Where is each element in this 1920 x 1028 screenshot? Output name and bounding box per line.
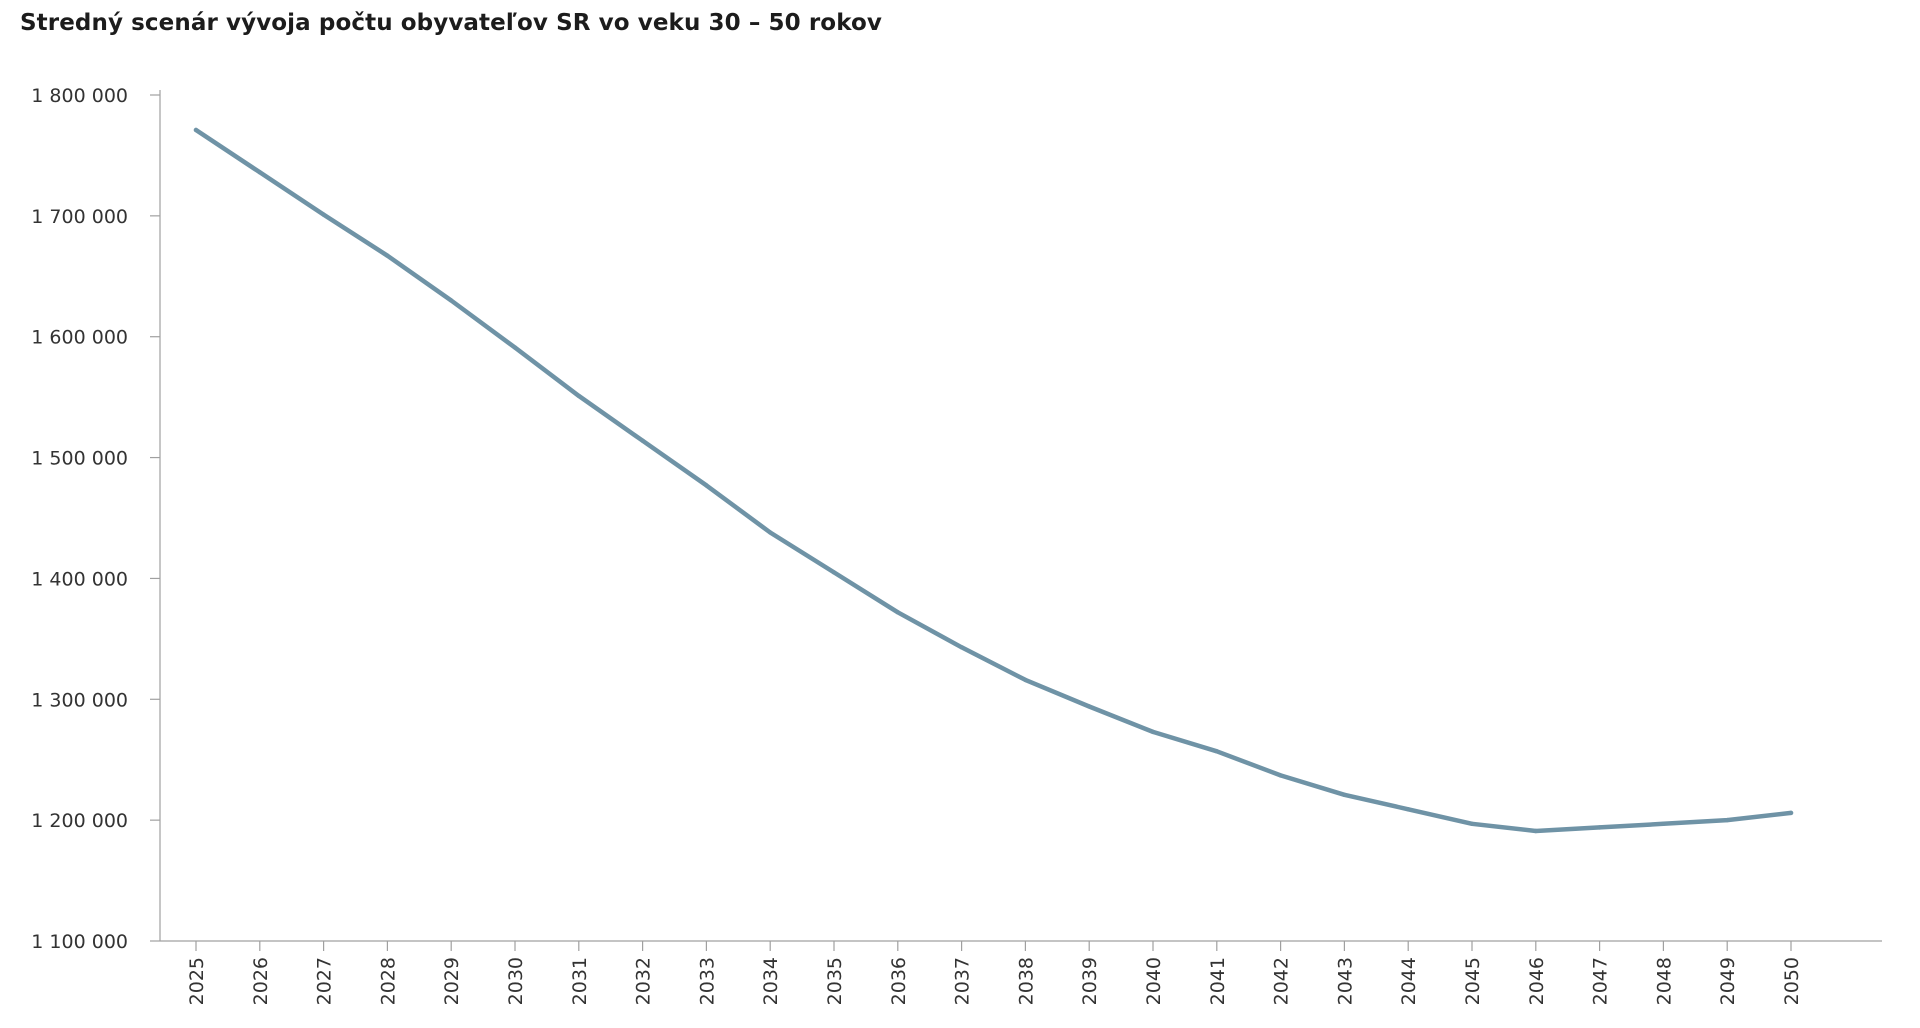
x-tick-label: 2033 <box>696 957 718 1005</box>
y-tick-label: 1 700 000 <box>31 206 128 228</box>
data-point <box>576 393 581 399</box>
x-tick-label: 2041 <box>1207 957 1229 1005</box>
data-point <box>895 610 900 615</box>
data-point <box>704 483 709 488</box>
data-point <box>1725 817 1730 823</box>
y-tick-label: 1 100 000 <box>31 931 128 953</box>
x-tick-label: 2049 <box>1717 957 1739 1005</box>
data-point <box>831 570 837 575</box>
data-point <box>512 345 518 350</box>
y-tick-label: 1 400 000 <box>31 568 128 590</box>
chart-axes <box>159 90 1882 942</box>
data-point <box>1597 825 1602 830</box>
y-tick-label: 1 300 000 <box>31 689 128 711</box>
data-point <box>640 438 645 443</box>
x-tick-label: 2025 <box>186 957 208 1005</box>
x-tick-label: 2028 <box>377 957 399 1005</box>
x-tick-label: 2040 <box>1143 957 1165 1005</box>
data-point <box>321 212 326 217</box>
y-tick-label: 1 200 000 <box>31 810 128 832</box>
x-tick-label: 2048 <box>1653 957 1675 1005</box>
x-tick-label: 2044 <box>1398 957 1420 1005</box>
y-tick-label: 1 500 000 <box>31 448 128 470</box>
data-point <box>193 127 199 133</box>
chart-title: Stredný scenár vývoja počtu obyvateľov S… <box>20 10 882 36</box>
x-tick-label: 2032 <box>633 957 655 1005</box>
y-tick-label: 1 600 000 <box>31 327 128 349</box>
x-tick-label: 2050 <box>1781 957 1803 1005</box>
data-point <box>959 645 964 650</box>
data-point <box>1533 828 1539 834</box>
x-tick-label: 2038 <box>1015 957 1037 1005</box>
x-tick-label: 2043 <box>1334 957 1356 1005</box>
series-line <box>193 127 1794 834</box>
x-tick-label: 2029 <box>441 957 463 1005</box>
x-tick-label: 2030 <box>505 957 527 1005</box>
data-point <box>1278 773 1283 778</box>
data-point <box>1214 749 1220 754</box>
x-tick-label: 2034 <box>760 957 782 1005</box>
x-tick-label: 2045 <box>1462 957 1484 1005</box>
data-point <box>449 298 454 303</box>
y-axis-ticks: 1 100 000 1 200 000 1 300 000 1 400 000 1 50… <box>31 85 160 953</box>
x-axis-ticks: 2025 2026 2027 2028 2029 2030 2031 2032 2033 2034… <box>186 941 1803 1005</box>
x-tick-label: 2047 <box>1590 957 1612 1005</box>
data-point <box>257 170 262 175</box>
data-point <box>1023 677 1028 683</box>
x-tick-label: 2026 <box>250 957 272 1005</box>
x-tick-label: 2039 <box>1079 957 1101 1005</box>
data-point <box>1661 821 1666 826</box>
data-point <box>768 530 773 535</box>
y-tick-label: 1 800 000 <box>31 85 128 107</box>
x-tick-label: 2036 <box>888 957 910 1005</box>
data-point <box>1788 810 1794 816</box>
data-point <box>1150 729 1156 735</box>
x-tick-label: 2027 <box>314 957 336 1005</box>
x-tick-label: 2042 <box>1271 957 1293 1005</box>
data-point <box>1087 704 1092 709</box>
x-tick-label: 2031 <box>569 957 591 1005</box>
x-tick-label: 2046 <box>1526 957 1548 1005</box>
data-point <box>1342 792 1347 797</box>
series-layer <box>193 127 1794 834</box>
data-point <box>1406 807 1411 812</box>
x-tick-label: 2037 <box>952 957 974 1005</box>
x-tick-label: 2035 <box>824 957 846 1005</box>
data-point <box>1469 821 1475 826</box>
data-point <box>385 253 390 258</box>
